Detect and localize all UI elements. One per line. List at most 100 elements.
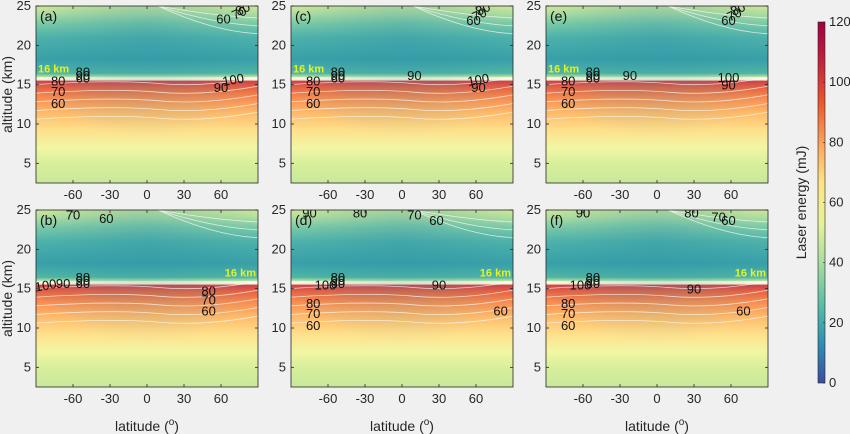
contour-line — [291, 85, 513, 94]
y-tick-label: 10 — [17, 320, 31, 335]
contour-label: 80 — [561, 74, 575, 89]
y-tick-label: 25 — [272, 202, 286, 217]
contour-label: 90 — [331, 68, 345, 83]
contour-label: 80 — [586, 64, 600, 79]
contour-line — [36, 281, 258, 290]
contour-label: 90 — [471, 80, 485, 95]
contour-line — [291, 111, 513, 120]
contour-label: 80 — [353, 205, 367, 220]
contour-label: 90 — [721, 78, 735, 93]
contour-line — [667, 6, 768, 27]
x-tick-label: -60 — [64, 187, 83, 202]
y-tick-label: 10 — [272, 320, 286, 335]
contour-label: 90 — [576, 205, 590, 220]
contour-label: 60 — [466, 13, 480, 28]
x-tick-label: 30 — [687, 391, 701, 406]
contour-label: 80 — [684, 205, 698, 220]
x-tick-label: -60 — [319, 391, 338, 406]
y-tick-label: 20 — [17, 241, 31, 256]
contour-label: 60 — [216, 12, 230, 27]
y-tick-label: 25 — [17, 0, 31, 13]
contour-line — [36, 315, 258, 324]
contour-line — [667, 210, 768, 231]
colorbar-tick-label: 60 — [829, 195, 843, 210]
heat-shading — [291, 6, 513, 183]
contour-label: 90 — [302, 205, 316, 220]
contour-label: 100 — [718, 70, 740, 85]
contour-label: 80 — [51, 74, 65, 89]
y-tick-label: 20 — [17, 37, 31, 52]
contour-line — [36, 289, 258, 298]
contour-line — [546, 315, 768, 324]
contour-line — [412, 6, 513, 35]
contour-line — [291, 281, 513, 290]
contour-label: 90 — [331, 273, 345, 288]
contour-label: 80 — [201, 283, 215, 298]
x-tick-label: -30 — [101, 391, 120, 406]
contour-line — [291, 298, 513, 307]
contour-label: 60 — [736, 304, 750, 319]
colorbar-tick-label: 40 — [829, 255, 843, 270]
contour-label: 60 — [306, 96, 320, 111]
y-tick-label: 20 — [527, 37, 541, 52]
altitude-16km-label: 16 km — [293, 64, 324, 76]
x-tick-label: -30 — [356, 391, 375, 406]
y-tick-label: 15 — [17, 77, 31, 92]
contour-line — [157, 210, 258, 239]
x-tick-label: -30 — [356, 187, 375, 202]
x-tick-label: 30 — [177, 391, 191, 406]
contour-line — [36, 307, 258, 316]
y-tick-label: 10 — [17, 116, 31, 131]
contour-label: 80 — [586, 270, 600, 285]
contour-label: 60 — [99, 211, 113, 226]
contour-line — [36, 77, 258, 86]
contour-label: 80 — [331, 64, 345, 79]
contour-label: 100 — [315, 278, 337, 293]
x-tick-label: 60 — [214, 187, 228, 202]
y-tick-label: 15 — [527, 281, 541, 296]
contour-line — [546, 77, 768, 86]
contour-line — [36, 94, 258, 103]
contour-line — [291, 315, 513, 324]
y-tick-label: 15 — [527, 77, 541, 92]
y-tick-label: 5 — [279, 155, 286, 170]
contour-line — [36, 298, 258, 307]
panel-label: (f) — [550, 212, 563, 228]
y-tick-label: 25 — [527, 202, 541, 217]
x-tick-label: 0 — [143, 391, 150, 406]
y-tick-label: 5 — [24, 155, 31, 170]
x-tick-label: 30 — [687, 187, 701, 202]
heat-shading — [36, 6, 258, 183]
x-axis-label: latitude (o) — [115, 417, 179, 434]
contour-label: 80 — [306, 74, 320, 89]
contour-label: 100 — [34, 276, 58, 295]
x-tick-label: -30 — [611, 187, 630, 202]
x-axis-label: latitude (o) — [370, 417, 434, 434]
colorbar-tick-label: 0 — [829, 375, 836, 390]
colorbar-tick-label: 20 — [829, 315, 843, 330]
x-tick-label: -60 — [64, 391, 83, 406]
x-tick-label: 60 — [724, 391, 738, 406]
y-tick-label: 20 — [272, 241, 286, 256]
contour-label: 80 — [331, 270, 345, 285]
contour-line — [291, 94, 513, 103]
contour-line — [546, 85, 768, 94]
contour-label: 70 — [470, 5, 489, 25]
contour-label: 80 — [306, 296, 320, 311]
y-tick-label: 10 — [527, 116, 541, 131]
contour-label: 70 — [66, 208, 80, 223]
y-tick-label: 15 — [272, 77, 286, 92]
x-tick-label: 30 — [432, 391, 446, 406]
contour-label: 60 — [331, 71, 345, 86]
colorbar-tick-label: 100 — [829, 74, 850, 89]
x-tick-label: 30 — [432, 187, 446, 202]
altitude-16km-label: 16 km — [480, 268, 511, 280]
contour-label: 60 — [201, 304, 215, 319]
colorbar-tick-label: 120 — [829, 14, 850, 29]
contour-label: 60 — [721, 13, 735, 28]
